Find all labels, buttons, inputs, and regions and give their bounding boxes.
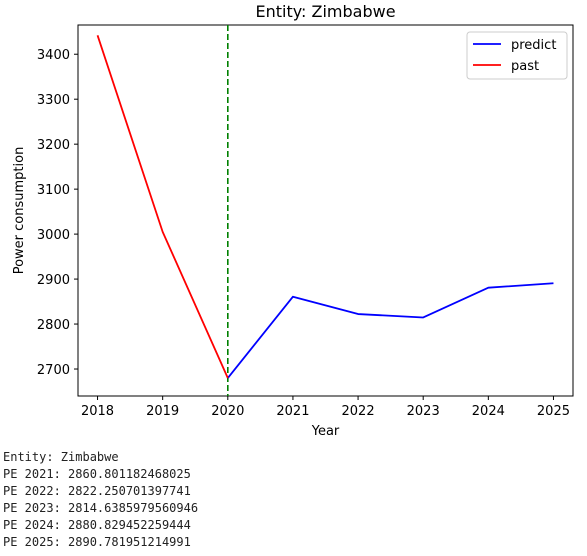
output-line-pe-2023: PE 2023: 2814.6385979560946 xyxy=(3,500,198,517)
x-tick-label: 2018 xyxy=(81,404,114,419)
series-group xyxy=(98,35,554,378)
series-line-past xyxy=(98,35,228,378)
x-axis-label: Year xyxy=(311,424,340,439)
y-tick-label: 3000 xyxy=(37,228,70,243)
x-tick-label: 2022 xyxy=(342,404,375,419)
legend-label-past: past xyxy=(511,59,539,74)
y-tick-label: 2700 xyxy=(37,363,70,378)
y-axis-label: Power consumption xyxy=(12,147,27,275)
y-tick-label: 3200 xyxy=(37,138,70,153)
x-tick-label: 2024 xyxy=(472,404,505,419)
y-axis: 2700 2800 2900 3000 3100 3200 3300 3400 xyxy=(37,48,78,378)
x-tick-label: 2021 xyxy=(276,404,309,419)
console-output: Entity: Zimbabwe PE 2021: 2860.801182468… xyxy=(3,449,198,551)
y-tick-label: 3400 xyxy=(37,48,70,63)
y-tick-label: 3100 xyxy=(37,183,70,198)
plot-frame xyxy=(78,25,573,396)
legend-label-predict: predict xyxy=(511,38,556,53)
output-line-pe-2025: PE 2025: 2890.781951214991 xyxy=(3,534,198,551)
x-tick-label: 2020 xyxy=(211,404,244,419)
y-tick-label: 2900 xyxy=(37,273,70,288)
x-tick-label: 2025 xyxy=(537,404,570,419)
line-chart: Entity: Zimbabwe 2018 2019 2020 2021 2022 202… xyxy=(0,0,587,445)
x-tick-label: 2019 xyxy=(146,404,179,419)
x-axis: 2018 2019 2020 2021 2022 2023 2024 2025 xyxy=(81,396,570,419)
x-tick-label: 2023 xyxy=(407,404,440,419)
y-tick-label: 3300 xyxy=(37,93,70,108)
output-line-pe-2022: PE 2022: 2822.250701397741 xyxy=(3,483,198,500)
output-line-pe-2021: PE 2021: 2860.801182468025 xyxy=(3,466,198,483)
output-line-entity: Entity: Zimbabwe xyxy=(3,449,198,466)
chart-title: Entity: Zimbabwe xyxy=(255,2,395,21)
legend: predict past xyxy=(467,32,567,79)
y-tick-label: 2800 xyxy=(37,318,70,333)
series-line-predict xyxy=(228,283,554,378)
output-line-pe-2024: PE 2024: 2880.829452259444 xyxy=(3,517,198,534)
